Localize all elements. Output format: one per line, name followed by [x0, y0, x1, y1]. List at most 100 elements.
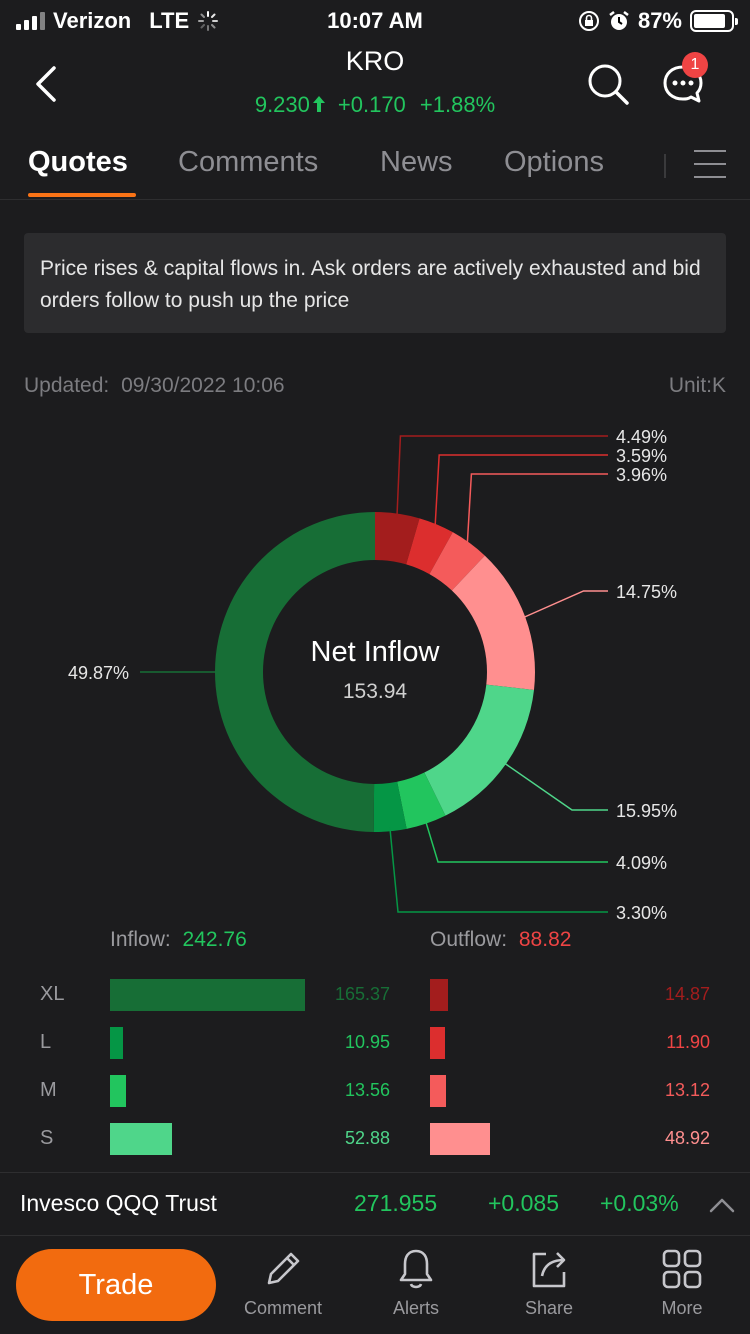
signal-icon — [16, 12, 45, 30]
bottom-ticker[interactable]: Invesco QQQ Trust 271.955 +0.085 +0.03% — [0, 1172, 750, 1236]
share-button[interactable]: Share — [499, 1246, 599, 1319]
updated-time: Updated: 09/30/2022 10:06 — [24, 374, 285, 398]
inflow-row-value: 10.95 — [344, 1032, 390, 1052]
arrow-up-icon — [312, 96, 325, 112]
tab-bar: Quotes Comments News Options — [0, 140, 750, 200]
flow-row-s: S 52.88 48.92 — [0, 1123, 750, 1157]
inflow-row-value: 13.56 — [344, 1080, 390, 1100]
row-size-label: XL — [40, 983, 65, 1005]
leader-line — [424, 819, 608, 863]
donut-slice-outflow-xl — [375, 512, 420, 565]
outflow-total: Outflow: 88.82 — [430, 928, 571, 952]
net-inflow-value: 153.94 — [342, 680, 408, 703]
outflow-row-value: 48.92 — [664, 1128, 710, 1148]
outflow-bar — [430, 1027, 445, 1059]
carrier: Verizon — [53, 8, 132, 33]
inflow-bar — [110, 1123, 173, 1155]
stock-symbol: KRO — [345, 46, 405, 76]
unit-label: Unit:K — [668, 374, 726, 397]
updated-label: Updated: — [24, 374, 110, 397]
grid-icon — [662, 1249, 702, 1289]
inflow-value: 242.76 — [182, 928, 247, 951]
slice-percent-label: 15.95% — [616, 801, 677, 821]
leader-line — [389, 827, 608, 913]
leader-line — [466, 473, 608, 547]
search-icon[interactable] — [586, 62, 630, 106]
flow-row-l: L 10.95 11.90 — [0, 1027, 750, 1061]
comment-label: Comment — [243, 1298, 323, 1318]
outflow-bar — [430, 1075, 447, 1107]
net-inflow-label: Net Inflow — [310, 636, 440, 668]
donut-slice-inflow-m — [397, 772, 446, 829]
stock-quote-line: 9.230 +0.170 +1.88% — [0, 92, 750, 118]
slice-percent-label: 4.09% — [616, 853, 667, 873]
share-label: Share — [524, 1298, 574, 1318]
status-time: 10:07 AM — [327, 8, 423, 33]
message-icon[interactable] — [660, 62, 706, 106]
bell-icon — [399, 1249, 433, 1289]
inflow-total: Inflow: 242.76 — [110, 928, 247, 952]
flow-row-xl: XL 165.37 14.87 — [0, 979, 750, 1013]
slice-percent-label: 49.87% — [68, 663, 129, 683]
stock-change: +0.170 — [337, 92, 406, 117]
loading-icon — [198, 11, 219, 31]
inflow-bar — [110, 1027, 123, 1059]
comment-button[interactable]: Comment — [233, 1246, 333, 1319]
leader-line — [396, 435, 608, 518]
menu-icon[interactable] — [694, 150, 726, 180]
inflow-bar — [110, 1075, 126, 1107]
share-icon — [532, 1252, 566, 1288]
donut-slice-outflow-m — [429, 532, 485, 591]
donut-slice-outflow-s — [451, 555, 535, 690]
tab-comments[interactable]: Comments — [178, 146, 319, 178]
stock-header: KRO 9.230 +0.170 +1.88% 1 — [0, 40, 750, 130]
row-size-label: M — [40, 1079, 57, 1101]
index-change: +0.085 — [488, 1190, 559, 1216]
alerts-button[interactable]: Alerts — [366, 1246, 466, 1319]
tab-news[interactable]: News — [380, 146, 453, 178]
row-size-label: S — [40, 1127, 54, 1149]
more-label: More — [661, 1298, 703, 1318]
outflow-row-value: 14.87 — [664, 984, 710, 1004]
outflow-bar — [430, 979, 449, 1011]
stock-price: 9.230 — [254, 92, 310, 117]
rotation-lock-icon — [578, 11, 599, 31]
capital-flow-donut-chart: 4.49%3.59%3.96% 14.75% 15.95% 4.09% 3.30% 49.… — [68, 427, 677, 923]
slice-percent-label: 3.59% — [616, 446, 667, 466]
trade-button[interactable]: Trade — [16, 1249, 216, 1321]
back-icon[interactable] — [28, 62, 68, 106]
leader-line — [502, 761, 608, 811]
donut-slice-outflow-l — [406, 518, 453, 575]
donut-slice-inflow-l — [373, 781, 407, 832]
outflow-value: 88.82 — [518, 928, 572, 951]
donut-slice-inflow-xl — [214, 512, 375, 832]
leader-line — [521, 590, 608, 620]
outflow-row-value: 11.90 — [666, 1032, 710, 1052]
tab-quotes[interactable]: Quotes — [28, 146, 128, 178]
inflow-label: Inflow: — [110, 928, 171, 951]
slice-percent-label: 14.75% — [616, 582, 677, 602]
active-tab-indicator — [28, 193, 136, 197]
index-price: 271.955 — [354, 1190, 438, 1216]
leader-line — [434, 454, 608, 529]
tab-options[interactable]: Options — [504, 146, 604, 178]
pencil-icon — [267, 1252, 300, 1285]
slice-percent-label: 3.30% — [616, 903, 667, 923]
alarm-icon — [609, 11, 629, 30]
status-right: 87% — [578, 8, 738, 34]
inflow-row-value: 52.88 — [344, 1128, 390, 1148]
tab-divider — [664, 154, 666, 178]
stock-change-percent: +1.88% — [419, 92, 496, 117]
outflow-label: Outflow: — [430, 928, 508, 951]
index-name: Invesco QQQ Trust — [20, 1190, 217, 1216]
notification-badge: 1 — [682, 52, 708, 78]
alerts-label: Alerts — [392, 1298, 439, 1318]
insight-box: Price rises & capital flows in. Ask orde… — [24, 233, 726, 333]
outflow-bar — [430, 1123, 490, 1155]
flow-row-m: M 13.56 13.12 — [0, 1075, 750, 1109]
row-size-label: L — [40, 1031, 52, 1053]
inflow-bar — [110, 979, 305, 1011]
more-button[interactable]: More — [632, 1246, 732, 1319]
index-change-percent: +0.03% — [600, 1190, 679, 1216]
chevron-up-icon[interactable] — [708, 1193, 736, 1217]
